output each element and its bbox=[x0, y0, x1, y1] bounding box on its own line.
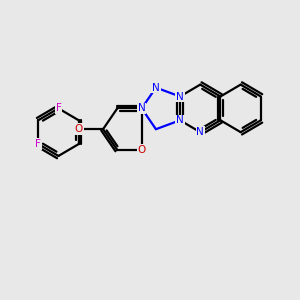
Text: N: N bbox=[196, 127, 204, 137]
Text: N: N bbox=[138, 103, 146, 113]
Text: N: N bbox=[152, 82, 160, 93]
Text: N: N bbox=[176, 115, 184, 125]
Text: F: F bbox=[56, 103, 62, 113]
Text: F: F bbox=[35, 139, 41, 149]
Text: O: O bbox=[74, 124, 83, 134]
Text: N: N bbox=[176, 92, 184, 101]
Text: O: O bbox=[138, 145, 146, 155]
